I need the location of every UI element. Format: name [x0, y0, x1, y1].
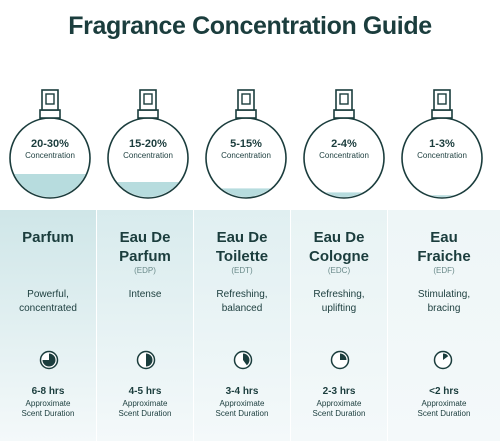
concentration-percent: 15-20% — [129, 138, 167, 150]
concentration-label: Concentration — [319, 151, 369, 160]
scent-duration-hours: 3-4 hrs — [225, 386, 259, 397]
concentration-percent: 5-15% — [230, 138, 262, 150]
scent-duration-hours: 4-5 hrs — [128, 386, 162, 397]
scent-duration-hours: <2 hrs — [429, 386, 459, 397]
fragrance-abbreviation: (EDP) — [134, 266, 156, 275]
bottle-row: 20-30% Concentration 15-20% Concentratio… — [0, 80, 500, 210]
concentration-percent: 20-30% — [31, 138, 69, 150]
scent-duration-hours: 6-8 hrs — [31, 386, 65, 397]
concentration-percent: 2-4% — [331, 138, 357, 150]
clock-fill — [443, 353, 449, 360]
panel-edt: Eau De Toilette (EDT) Refreshing, balanced… — [194, 210, 291, 441]
clock-fill — [146, 353, 153, 367]
bottle-edf: 1-3% Concentration — [394, 80, 490, 210]
fragrance-description: Refreshing, uplifting — [313, 289, 365, 314]
clock-icon — [433, 350, 453, 370]
scent-duration-label: Approximate Scent Duration — [21, 399, 75, 418]
clock-icon — [330, 350, 350, 370]
liquid-level — [403, 195, 481, 197]
clock-fill — [340, 353, 347, 360]
panel-edc: Eau De Cologne (EDC) Refreshing, uplifting… — [291, 210, 388, 441]
bottle-parfum: 20-30% Concentration — [2, 80, 98, 210]
liquid-level — [11, 174, 89, 197]
bottle-edp: 15-20% Concentration — [100, 80, 196, 210]
bottle-edt: 5-15% Concentration — [198, 80, 294, 210]
fragrance-description: Stimulating, bracing — [417, 289, 471, 314]
scent-duration-label: Approximate Scent Duration — [417, 399, 471, 418]
fragrance-abbreviation: (EDT) — [231, 266, 253, 275]
fragrance-description: Powerful, concentrated — [19, 289, 77, 314]
scent-duration-hours: 2-3 hrs — [322, 386, 356, 397]
fragrance-name: Eau De Toilette — [215, 229, 269, 265]
concentration-label: Concentration — [417, 151, 467, 160]
clock-fill — [42, 353, 56, 367]
fragrance-abbreviation: (EDC) — [327, 266, 351, 275]
bottle-edc: 2-4% Concentration — [296, 80, 392, 210]
fragrance-name: Eau De Cologne — [309, 229, 369, 265]
fragrance-name: Eau Fraiche — [417, 229, 471, 265]
concentration-label: Concentration — [221, 151, 271, 160]
perfume-bottle-icon — [205, 89, 287, 199]
scent-duration-label: Approximate Scent Duration — [215, 399, 269, 418]
clock-fill — [243, 353, 250, 366]
scent-duration-label: Approximate Scent Duration — [312, 399, 366, 418]
scent-duration-label: Approximate Scent Duration — [118, 399, 172, 418]
perfume-bottle-icon — [303, 89, 385, 199]
clock-icon — [136, 350, 156, 370]
perfume-bottle-icon — [9, 89, 91, 199]
clock-icon — [39, 350, 59, 370]
perfume-bottle-icon — [401, 89, 483, 199]
concentration-label: Concentration — [123, 151, 173, 160]
fragrance-name: Eau De Parfum — [119, 229, 171, 265]
fragrance-description: Refreshing, balanced — [216, 289, 268, 314]
fragrance-description: Intense — [128, 289, 162, 300]
panel-parfum: Parfum Powerful, concentrated 6-8 hrs App… — [0, 210, 97, 441]
fragrance-abbreviation: (EDF) — [433, 266, 455, 275]
liquid-level — [109, 182, 187, 197]
liquid-level — [207, 188, 285, 197]
liquid-level — [305, 192, 383, 197]
perfume-bottle-icon — [107, 89, 189, 199]
panel-edf: Eau Fraiche (EDF) Stimulating, bracing <2 … — [388, 210, 500, 441]
clock-icon — [233, 350, 253, 370]
page-title: Fragrance Concentration Guide — [68, 12, 432, 40]
fragrance-name: Parfum — [22, 229, 74, 246]
concentration-label: Concentration — [25, 151, 75, 160]
concentration-percent: 1-3% — [429, 138, 455, 150]
concentration-panels: Parfum Powerful, concentrated 6-8 hrs App… — [0, 210, 500, 441]
panel-edp: Eau De Parfum (EDP) Intense 4-5 hrs Appro… — [97, 210, 194, 441]
